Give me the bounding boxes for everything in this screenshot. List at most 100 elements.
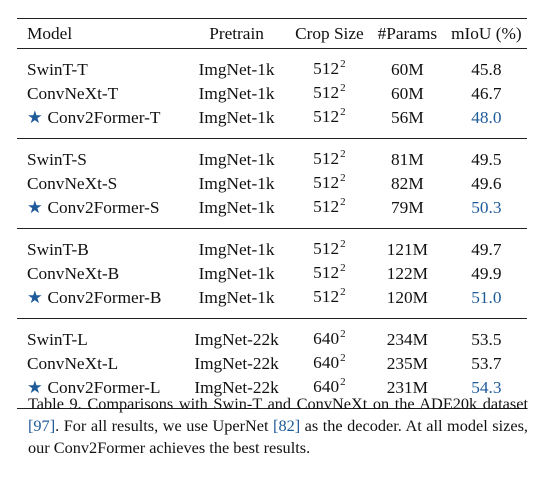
params-cell: 82M xyxy=(391,174,424,193)
model-cell: ConvNeXt-S xyxy=(17,172,183,196)
crop-size-cell: 6402 xyxy=(290,376,369,409)
crop-size-value: 512 xyxy=(313,197,340,216)
params-cell: 234M xyxy=(386,330,429,349)
pretrain-cell: ImgNet-22k xyxy=(194,378,279,397)
table-row: ConvNeXt-T ImgNet-1k 5122 60M 46.7 xyxy=(17,82,527,106)
crop-size-exponent: 2 xyxy=(340,262,346,274)
crop-size-value: 512 xyxy=(313,107,340,126)
table-row: SwinT-L ImgNet-22k 6402 234M 53.5 xyxy=(17,319,527,353)
model-cell: SwinT-B xyxy=(17,229,183,263)
miou-cell: 53.7 xyxy=(471,354,502,373)
miou-cell: 50.3 xyxy=(471,198,502,217)
params-cell: 60M xyxy=(391,60,424,79)
model-cell: ★ Conv2Former-S xyxy=(17,196,183,229)
table-row: ★ Conv2Former-B ImgNet-1k 5122 120M 51.0 xyxy=(17,286,527,319)
crop-size-cell: 5122 xyxy=(290,229,369,263)
citation-link-82[interactable]: [82] xyxy=(273,416,301,435)
model-cell: SwinT-S xyxy=(17,139,183,173)
star-icon: ★ xyxy=(27,288,43,307)
header-row: Model Pretrain Crop Size #Params mIoU (%… xyxy=(17,18,527,49)
crop-size-value: 512 xyxy=(313,83,340,102)
pretrain-cell: ImgNet-1k xyxy=(198,84,275,103)
table-row: ★ Conv2Former-S ImgNet-1k 5122 79M 50.3 xyxy=(17,196,527,229)
pretrain-cell: ImgNet-1k xyxy=(198,108,275,127)
params-cell: 121M xyxy=(386,240,429,259)
crop-size-exponent: 2 xyxy=(340,82,346,94)
row-group: SwinT-T ImgNet-1k 5122 60M 45.8 ConvNeXt-T Img… xyxy=(17,49,527,139)
row-group: SwinT-B ImgNet-1k 5122 121M 49.7 ConvNeXt-B Im… xyxy=(17,229,527,319)
table-row: ConvNeXt-L ImgNet-22k 6402 235M 53.7 xyxy=(17,352,527,376)
star-icon: ★ xyxy=(27,108,43,127)
table-caption: Table 9. Comparisons with Swin-T and Con… xyxy=(28,393,528,459)
table-row: SwinT-S ImgNet-1k 5122 81M 49.5 xyxy=(17,139,527,173)
pretrain-cell: ImgNet-22k xyxy=(194,354,279,373)
crop-size-cell: 5122 xyxy=(290,139,369,173)
crop-size-exponent: 2 xyxy=(340,352,346,364)
crop-size-cell: 6402 xyxy=(290,352,369,376)
crop-size-exponent: 2 xyxy=(340,58,346,70)
caption-text-3: as the decoder. At all model sizes, our … xyxy=(28,416,528,457)
caption-text-1: Table 9. Comparisons with Swin-T and Con… xyxy=(28,394,528,413)
model-cell: SwinT-T xyxy=(17,49,183,83)
crop-size-value: 640 xyxy=(313,329,340,348)
model-name: ConvNeXt-T xyxy=(27,84,119,103)
model-name: ConvNeXt-B xyxy=(27,264,120,283)
model-name: SwinT-S xyxy=(27,150,87,169)
params-cell: 122M xyxy=(386,264,429,283)
model-name: SwinT-B xyxy=(27,240,89,259)
star-icon: ★ xyxy=(27,378,43,397)
model-cell: ConvNeXt-T xyxy=(17,82,183,106)
header-crop-size: Crop Size xyxy=(295,23,364,43)
table-row: ★ Conv2Former-T ImgNet-1k 5122 56M 48.0 xyxy=(17,106,527,139)
table-header: Model Pretrain Crop Size #Params mIoU (%… xyxy=(17,18,527,49)
crop-size-cell: 5122 xyxy=(290,49,369,83)
table-row: ★ Conv2Former-L ImgNet-22k 6402 231M 54.3 xyxy=(17,376,527,409)
row-group: SwinT-S ImgNet-1k 5122 81M 49.5 ConvNeXt-S Img… xyxy=(17,139,527,229)
crop-size-cell: 5122 xyxy=(290,82,369,106)
crop-size-exponent: 2 xyxy=(340,172,346,184)
miou-cell: 45.8 xyxy=(471,60,502,79)
crop-size-value: 512 xyxy=(313,173,340,192)
crop-size-exponent: 2 xyxy=(340,148,346,160)
crop-size-cell: 5122 xyxy=(290,196,369,229)
results-table: Model Pretrain Crop Size #Params mIoU (%… xyxy=(17,18,527,409)
miou-cell: 49.6 xyxy=(471,174,502,193)
crop-size-cell: 5122 xyxy=(290,286,369,319)
pretrain-cell: ImgNet-1k xyxy=(198,240,275,259)
model-name: Conv2Former-S xyxy=(47,198,160,217)
model-cell: SwinT-L xyxy=(17,319,183,353)
citation-link-97[interactable]: [97] xyxy=(28,416,56,435)
crop-size-value: 640 xyxy=(313,353,340,372)
miou-cell: 49.7 xyxy=(471,240,502,259)
header-params: #Params xyxy=(377,23,438,43)
header-miou: mIoU (%) xyxy=(451,23,522,43)
params-cell: 60M xyxy=(391,84,424,103)
miou-cell: 49.9 xyxy=(471,264,502,283)
crop-size-cell: 5122 xyxy=(290,106,369,139)
crop-size-exponent: 2 xyxy=(340,196,346,208)
model-name: Conv2Former-B xyxy=(47,288,162,307)
model-name: SwinT-L xyxy=(27,330,88,349)
crop-size-exponent: 2 xyxy=(340,286,346,298)
pretrain-cell: ImgNet-1k xyxy=(198,198,275,217)
caption-text-2: . For all results, we use UperNet xyxy=(55,416,274,435)
miou-cell: 51.0 xyxy=(471,288,502,307)
params-cell: 231M xyxy=(386,378,429,397)
miou-cell: 54.3 xyxy=(471,378,502,397)
model-cell: ConvNeXt-L xyxy=(17,352,183,376)
crop-size-value: 512 xyxy=(313,59,340,78)
table-row: SwinT-T ImgNet-1k 5122 60M 45.8 xyxy=(17,49,527,83)
crop-size-exponent: 2 xyxy=(340,376,346,388)
crop-size-cell: 6402 xyxy=(290,319,369,353)
params-cell: 56M xyxy=(391,108,424,127)
pretrain-cell: ImgNet-1k xyxy=(198,60,275,79)
model-name: ConvNeXt-L xyxy=(27,354,119,373)
crop-size-cell: 5122 xyxy=(290,172,369,196)
table-row: ConvNeXt-S ImgNet-1k 5122 82M 49.6 xyxy=(17,172,527,196)
pretrain-cell: ImgNet-22k xyxy=(194,330,279,349)
pretrain-cell: ImgNet-1k xyxy=(198,264,275,283)
header-model: Model xyxy=(27,23,73,43)
table-row: ConvNeXt-B ImgNet-1k 5122 122M 49.9 xyxy=(17,262,527,286)
crop-size-value: 512 xyxy=(313,287,340,306)
model-name: SwinT-T xyxy=(27,60,88,79)
